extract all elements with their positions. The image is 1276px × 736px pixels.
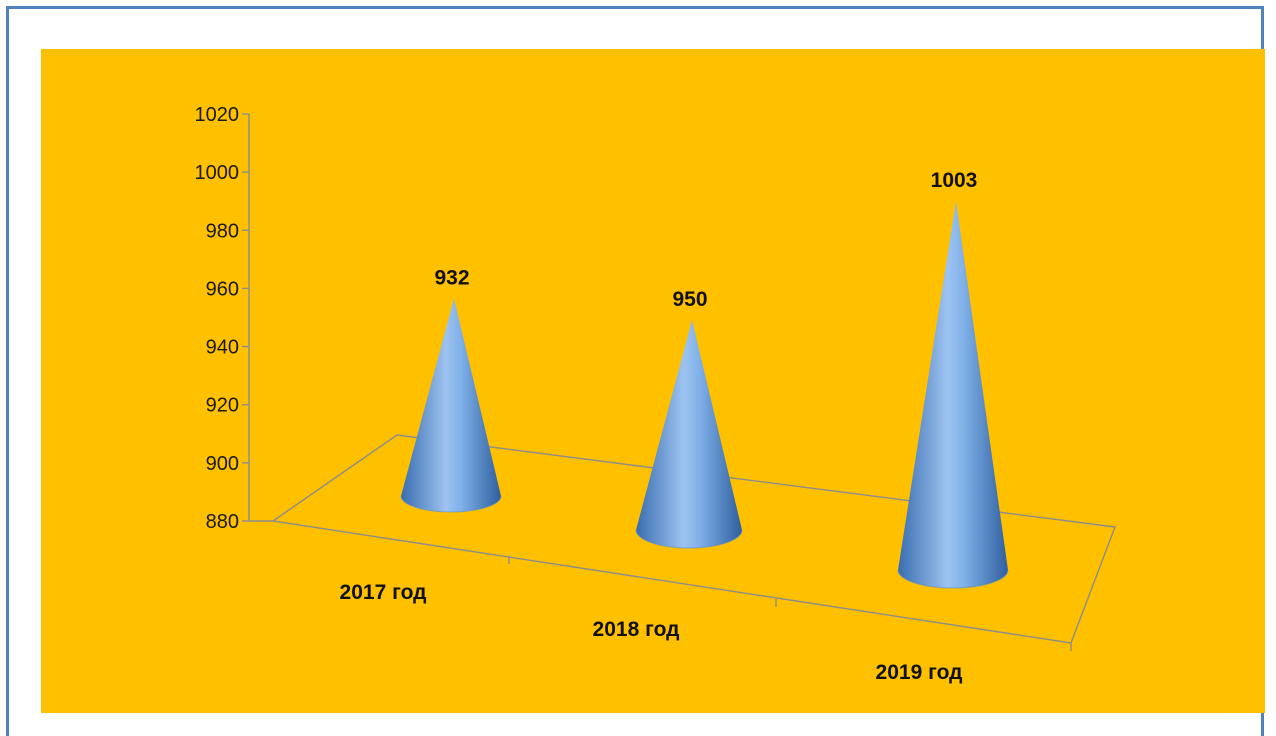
cone-body — [898, 201, 1008, 588]
y-tick-label: 1000 — [195, 162, 240, 184]
cone-1 — [400, 298, 502, 513]
y-tick-label: 980 — [206, 220, 239, 242]
cone-body — [636, 320, 742, 548]
cone-2 — [635, 320, 743, 549]
cone-chart: 880 900 920 940 960 980 1000 1020 2017 год 2018 … — [195, 104, 1116, 684]
chart-frame: 880 900 920 940 960 980 1000 1020 2017 год 2018 … — [6, 6, 1265, 736]
cone-body — [401, 298, 501, 512]
data-labels: 932 950 1003 — [434, 169, 977, 311]
data-label: 932 — [434, 266, 469, 289]
cone-series — [400, 201, 1009, 589]
floor-outline — [271, 434, 1116, 644]
y-axis: 880 900 920 940 960 980 1000 1020 — [195, 104, 273, 533]
y-tick-label: 960 — [206, 278, 239, 300]
category-label: 2017 год — [340, 581, 427, 604]
category-label: 2018 год — [593, 618, 680, 641]
data-label: 1003 — [931, 169, 978, 192]
y-tick-label: 1020 — [195, 104, 240, 126]
y-tick-label: 920 — [206, 395, 239, 417]
cone-3 — [897, 201, 1009, 589]
cone-base-edge — [400, 495, 502, 513]
y-tick-label: 940 — [206, 337, 239, 359]
category-label: 2019 год — [876, 661, 963, 684]
chart-floor — [271, 434, 1116, 651]
cone-base-edge — [897, 569, 1009, 589]
cone-base-edge — [635, 529, 743, 549]
y-tick-label: 900 — [206, 453, 239, 475]
chart-area: 880 900 920 940 960 980 1000 1020 2017 год 2018 … — [41, 49, 1265, 713]
y-tick-label: 880 — [206, 511, 239, 533]
data-label: 950 — [672, 288, 707, 311]
category-labels: 2017 год 2018 год 2019 год — [340, 581, 963, 684]
